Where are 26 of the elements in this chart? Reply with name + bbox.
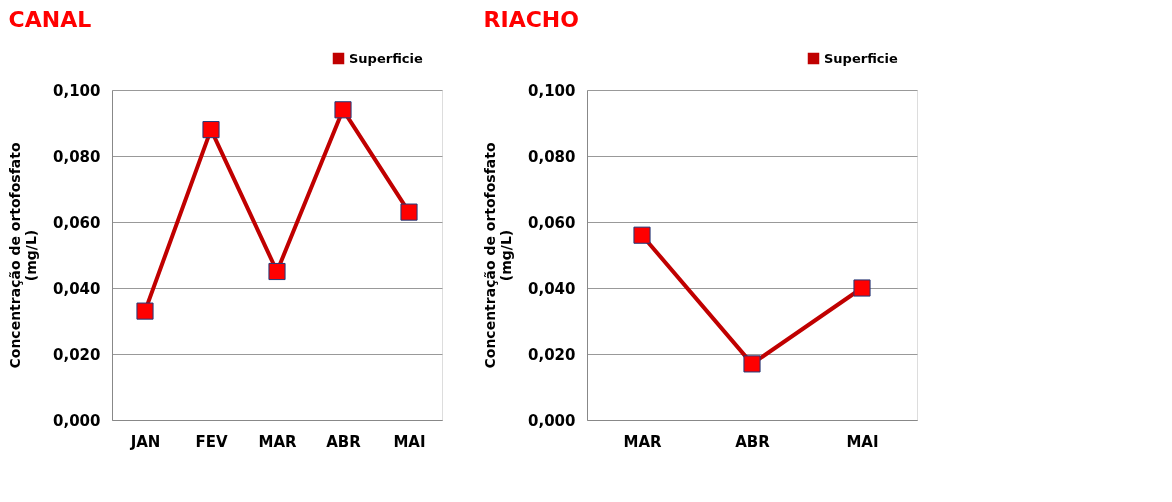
legend-label: Superficie [824, 50, 898, 66]
x-tick-label: MAI [846, 432, 879, 451]
x-tick-label: ABR [735, 432, 771, 451]
x-tick-label: MAR [258, 432, 297, 451]
y-tick-label: 0,020 [53, 345, 101, 364]
y-tick-label: 0,040 [528, 279, 576, 298]
y-tick-label: 0,100 [528, 81, 576, 100]
y-tick-label: 0,000 [528, 411, 576, 430]
y-tick-label: 0,080 [528, 147, 576, 166]
y-tick-label: 0,080 [53, 147, 101, 166]
x-tick-label: MAI [393, 432, 426, 451]
x-tick-label: FEV [195, 432, 228, 451]
x-tick-label: MAR [623, 432, 662, 451]
y-tick-label: 0,100 [53, 81, 101, 100]
y-tick-label: 0,060 [53, 213, 101, 232]
chart-title: RIACHO [483, 7, 579, 32]
y-axis-title: Concentração de ortofosfato (mg/L) [482, 142, 515, 369]
chart-title: CANAL [8, 7, 92, 32]
y-tick-label: 0,040 [53, 279, 101, 298]
x-tick-label: ABR [326, 432, 362, 451]
y-tick-label: 0,060 [528, 213, 576, 232]
y-tick-label: 0,000 [53, 411, 101, 430]
y-tick-label: 0,020 [528, 345, 576, 364]
legend-label: Superficie [349, 50, 423, 66]
x-tick-label: JAN [129, 432, 161, 451]
y-axis-title: Concentração de ortofosfato (mg/L) [7, 142, 40, 369]
